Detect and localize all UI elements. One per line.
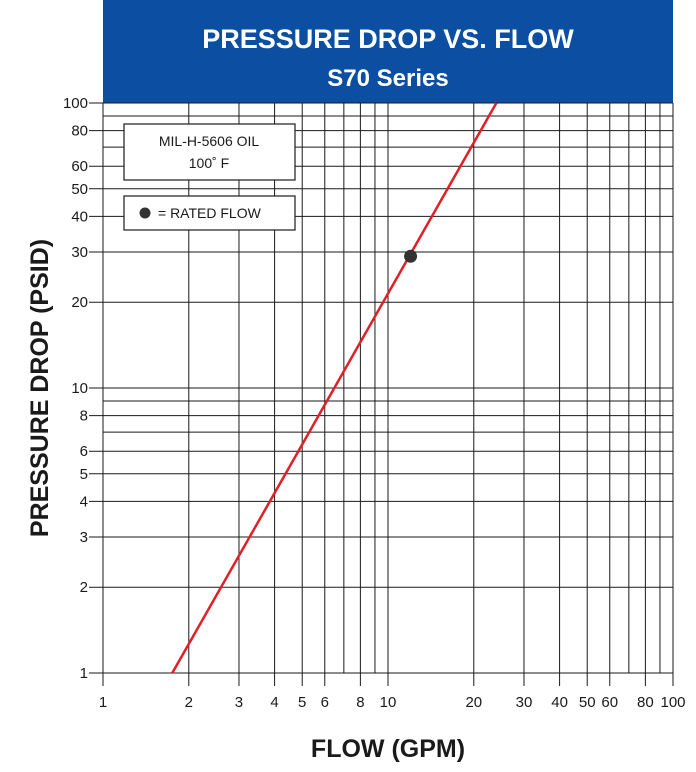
x-tick-label: 6 bbox=[321, 694, 329, 711]
y-tick-label: 4 bbox=[80, 493, 88, 510]
legend-label: = RATED FLOW bbox=[158, 205, 262, 221]
annotation-box: MIL-H-5606 OIL 100˚ F bbox=[123, 123, 296, 181]
legend-box: = RATED FLOW bbox=[123, 195, 296, 231]
y-tick-label: 20 bbox=[71, 294, 88, 311]
chart-title: PRESSURE DROP VS. FLOW bbox=[202, 24, 574, 54]
legend-frame bbox=[123, 195, 296, 231]
x-tick-label: 100 bbox=[660, 694, 685, 711]
y-tick-labels: 1 2 3 4 5 6 8 10 20 30 40 50 60 80 100 bbox=[63, 95, 88, 682]
annotation-fluid: MIL-H-5606 OIL bbox=[159, 133, 260, 149]
x-tick-label: 3 bbox=[235, 694, 243, 711]
x-tick-label: 20 bbox=[465, 694, 482, 711]
series-line bbox=[171, 102, 498, 674]
y-tick-label: 100 bbox=[63, 95, 88, 112]
y-tick-label: 1 bbox=[80, 665, 88, 682]
x-tick-label: 8 bbox=[356, 694, 364, 711]
x-tick-label: 30 bbox=[516, 694, 533, 711]
annotation-temperature: 100˚ F bbox=[189, 155, 229, 171]
grid bbox=[89, 102, 674, 686]
legend-marker-icon bbox=[139, 207, 151, 219]
x-axis-label: FLOW (GPM) bbox=[311, 735, 465, 763]
x-tick-label: 60 bbox=[601, 694, 618, 711]
x-tick-label: 50 bbox=[579, 694, 596, 711]
y-tick-label: 5 bbox=[80, 466, 88, 483]
chart-subtitle: S70 Series bbox=[327, 65, 448, 92]
y-axis-label: PRESSURE DROP (PSID) bbox=[26, 239, 54, 537]
y-tick-label: 8 bbox=[80, 408, 88, 425]
y-tick-label: 6 bbox=[80, 443, 88, 460]
title-band bbox=[103, 0, 673, 103]
x-tick-label: 5 bbox=[298, 694, 306, 711]
x-tick-label: 10 bbox=[380, 694, 397, 711]
x-tick-label: 1 bbox=[99, 694, 107, 711]
y-tick-label: 10 bbox=[71, 380, 88, 397]
x-tick-label: 2 bbox=[185, 694, 193, 711]
x-tick-label: 80 bbox=[637, 694, 654, 711]
y-tick-label: 2 bbox=[80, 579, 88, 596]
y-tick-label: 3 bbox=[80, 529, 88, 546]
y-tick-label: 80 bbox=[71, 123, 88, 140]
x-tick-label: 40 bbox=[551, 694, 568, 711]
y-tick-label: 40 bbox=[71, 208, 88, 225]
x-tick-labels: 1 2 3 4 5 6 8 10 20 30 40 50 60 80 100 bbox=[99, 694, 686, 711]
annotation-frame bbox=[123, 123, 296, 181]
y-tick-label: 60 bbox=[71, 158, 88, 175]
y-tick-label: 50 bbox=[71, 181, 88, 198]
y-tick-label: 30 bbox=[71, 244, 88, 261]
rated-flow-point bbox=[404, 249, 418, 263]
x-tick-label: 4 bbox=[270, 694, 278, 711]
